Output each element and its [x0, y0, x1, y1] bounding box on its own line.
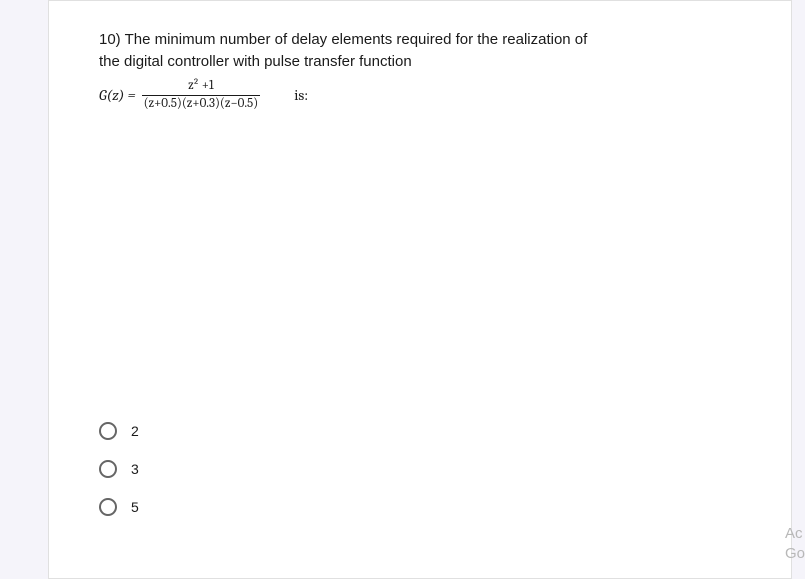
question-card: 10) The minimum number of delay elements…	[48, 0, 792, 579]
radio-icon[interactable]	[99, 498, 117, 516]
option-3[interactable]: 5	[99, 498, 741, 516]
option-label: 5	[131, 499, 139, 515]
radio-icon[interactable]	[99, 460, 117, 478]
is-label: is:	[294, 86, 308, 104]
numerator: z² +1	[184, 79, 218, 96]
question-prompt: 10) The minimum number of delay elements…	[99, 29, 741, 73]
question-line1: The minimum number of delay elements req…	[125, 31, 588, 48]
side-l1: Ac	[785, 524, 805, 544]
question-number: 10)	[99, 31, 121, 48]
side-l2: Go	[785, 544, 805, 564]
radio-icon[interactable]	[99, 422, 117, 440]
fraction: z² +1 (z+0.5)(z+0.3)(z−0.5)	[142, 79, 261, 113]
question-line2: the digital controller with pulse transf…	[99, 53, 412, 70]
equation-row: G(z) = z² +1 (z+0.5)(z+0.3)(z−0.5) is:	[99, 79, 741, 113]
options-group: 2 3 5	[99, 422, 741, 516]
gz-label: G(z) =	[99, 86, 136, 104]
option-label: 3	[131, 461, 139, 477]
side-cutoff-text: Ac Go	[785, 524, 805, 563]
option-1[interactable]: 2	[99, 422, 741, 440]
option-label: 2	[131, 423, 139, 439]
option-2[interactable]: 3	[99, 460, 741, 478]
denominator: (z+0.5)(z+0.3)(z−0.5)	[142, 95, 261, 112]
